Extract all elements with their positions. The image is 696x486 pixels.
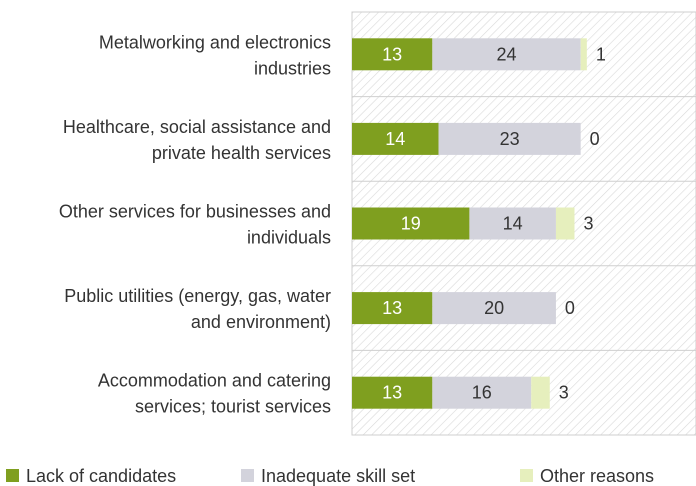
data-label: 24 <box>496 44 516 64</box>
bar-segment <box>580 38 587 71</box>
data-label: 14 <box>503 214 523 234</box>
bar-segment <box>352 292 433 325</box>
bar-segment <box>352 38 433 71</box>
data-label: 0 <box>565 298 575 318</box>
category-label: individuals <box>247 228 331 248</box>
data-label: 19 <box>401 214 421 234</box>
data-label: 20 <box>484 298 504 318</box>
bar-segment <box>352 122 439 155</box>
bars: 13 24 1 14 23 0 19 14 3 13 20 0 13 16 3 <box>352 38 606 409</box>
bar-segment <box>438 122 581 155</box>
bar-segment <box>531 376 550 409</box>
data-label: 0 <box>590 129 600 149</box>
category-label: Metalworking and electronics <box>99 32 331 52</box>
legend-swatch <box>6 469 19 482</box>
bar-segment <box>432 38 581 71</box>
category-label: Other services for businesses and <box>59 202 331 222</box>
bar-segment <box>469 207 556 240</box>
legend: Lack of candidates Inadequate skill set Ot… <box>6 466 654 486</box>
category-label: Accommodation and catering <box>98 371 331 391</box>
bar-segment <box>432 292 556 325</box>
data-label: 3 <box>559 383 569 403</box>
data-label: 16 <box>472 383 492 403</box>
legend-label: Inadequate skill set <box>261 466 415 486</box>
data-label: 14 <box>385 129 405 149</box>
category-label: private health services <box>152 143 331 163</box>
legend-swatch <box>520 469 533 482</box>
category-label: and environment) <box>191 312 331 332</box>
data-label: 13 <box>382 383 402 403</box>
bar-segment <box>555 207 575 240</box>
category-label: industries <box>254 58 331 78</box>
bar-segment <box>352 207 470 240</box>
legend-swatch <box>241 469 254 482</box>
legend-label: Other reasons <box>540 466 654 486</box>
data-label: 13 <box>382 44 402 64</box>
data-label: 23 <box>500 129 520 149</box>
category-label: Public utilities (energy, gas, water <box>64 286 331 306</box>
category-label: Healthcare, social assistance and <box>63 117 331 137</box>
bar-segment <box>352 376 433 409</box>
data-label: 3 <box>583 214 593 234</box>
data-label: 13 <box>382 298 402 318</box>
category-labels: Metalworking and electronics industries He… <box>59 32 331 416</box>
legend-label: Lack of candidates <box>26 466 176 486</box>
category-label: services; tourist services <box>135 397 331 417</box>
bar-segment <box>432 376 532 409</box>
data-label: 1 <box>596 44 606 64</box>
row-separators <box>352 96 696 351</box>
